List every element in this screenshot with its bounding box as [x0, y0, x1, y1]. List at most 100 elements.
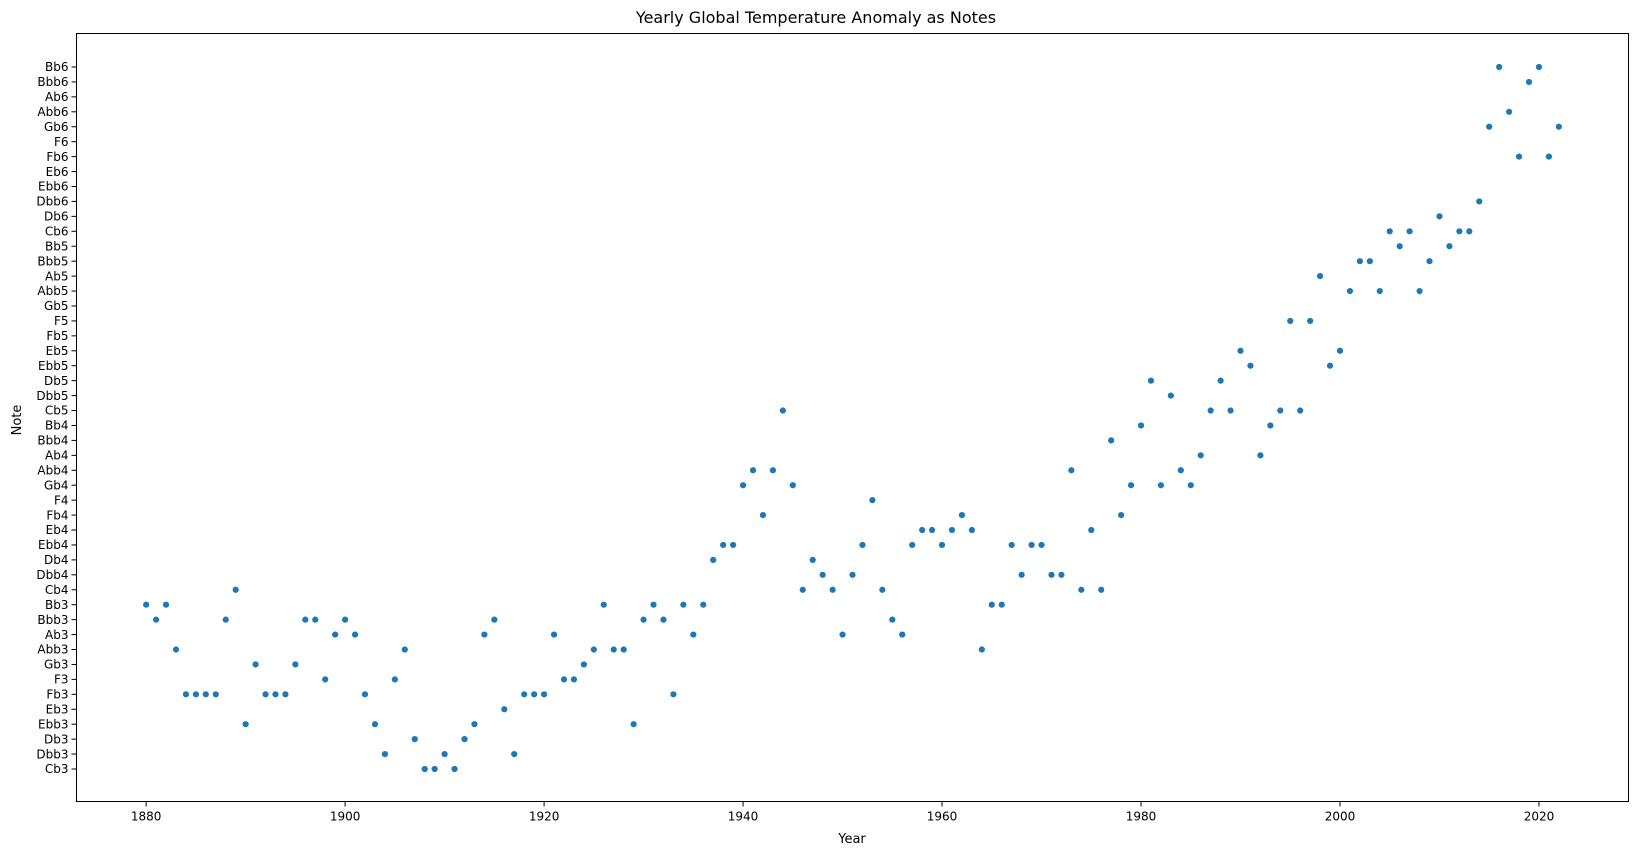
- data-point: [919, 526, 926, 534]
- data-point: [451, 765, 458, 773]
- x-tick-label: 1960: [927, 810, 958, 824]
- data-point: [1386, 228, 1393, 235]
- data-point: [1277, 407, 1284, 414]
- data-point: [998, 601, 1005, 608]
- data-point: [342, 616, 349, 623]
- data-point: [1118, 511, 1125, 519]
- data-point: [869, 497, 876, 504]
- y-tick-label: Dbb6: [36, 195, 68, 209]
- y-tick-label: Bb4: [45, 419, 68, 433]
- data-point: [1197, 452, 1204, 459]
- x-tick-label: 1940: [728, 810, 759, 824]
- data-point: [152, 616, 160, 623]
- x-tick-label: 2020: [1524, 810, 1555, 824]
- data-point: [1108, 437, 1115, 444]
- chart-title: Yearly Global Temperature Anomaly as Not…: [635, 8, 996, 27]
- data-point: [550, 631, 558, 638]
- data-point: [1436, 213, 1443, 220]
- data-point: [202, 691, 209, 698]
- y-tick-label: Cb3: [45, 762, 69, 776]
- data-point: [1446, 243, 1453, 250]
- data-point: [1207, 407, 1214, 414]
- data-point: [1426, 258, 1433, 265]
- data-point: [332, 631, 339, 638]
- y-tick-label: Ab3: [45, 628, 68, 642]
- data-point: [1078, 586, 1085, 593]
- data-point: [660, 616, 667, 623]
- data-point: [361, 691, 369, 698]
- y-tick-label: Gb5: [44, 299, 69, 313]
- data-point: [978, 646, 985, 653]
- data-point: [570, 676, 578, 683]
- y-tick-label: Gb6: [44, 120, 69, 134]
- data-point: [1237, 347, 1244, 354]
- data-point: [968, 526, 975, 534]
- data-point: [1098, 586, 1105, 593]
- data-point: [899, 631, 906, 638]
- y-tick-label: Cb4: [45, 583, 69, 597]
- x-axis: 1880 1900 1920 1940 1960 1980 2000 2020: [131, 801, 1555, 824]
- data-point: [172, 646, 180, 653]
- data-point: [1048, 571, 1055, 578]
- data-point: [640, 616, 647, 623]
- data-point: [779, 407, 786, 414]
- data-point: [1506, 108, 1513, 115]
- y-tick-label: Ab5: [45, 269, 68, 283]
- data-point: [143, 601, 150, 608]
- data-point: [1227, 407, 1234, 414]
- y-tick-label: Gb3: [44, 658, 69, 672]
- data-point: [1346, 287, 1354, 295]
- x-axis-label: Year: [837, 832, 866, 847]
- data-point: [1535, 63, 1543, 71]
- y-tick-label: F3: [54, 673, 69, 687]
- data-point: [1147, 377, 1155, 384]
- data-point: [730, 541, 737, 549]
- data-point: [938, 541, 946, 549]
- y-tick-label: Db6: [44, 210, 69, 224]
- data-point: [799, 586, 806, 593]
- data-point: [1127, 482, 1135, 489]
- data-point: [1456, 228, 1463, 235]
- data-point: [739, 482, 747, 489]
- data-point: [481, 631, 488, 638]
- data-point: [620, 646, 627, 653]
- x-tick-label: 1920: [529, 810, 560, 824]
- data-point: [252, 661, 259, 668]
- y-tick-label: Abb4: [37, 463, 68, 477]
- y-tick-label: Bbb5: [37, 254, 68, 268]
- data-point: [610, 646, 617, 653]
- data-point: [1307, 317, 1314, 325]
- y-tick-label: Bb3: [45, 598, 68, 612]
- data-point: [819, 571, 826, 578]
- data-point: [381, 750, 389, 758]
- data-point: [282, 691, 289, 698]
- y-tick-label: Ebb4: [38, 538, 68, 552]
- data-point: [1366, 258, 1373, 265]
- y-tick-label: Fb6: [46, 150, 68, 164]
- data-point: [839, 631, 846, 638]
- y-tick-label: F4: [54, 493, 69, 507]
- y-tick-label: Gb4: [44, 478, 69, 492]
- data-point: [670, 691, 677, 698]
- y-tick-label: Abb3: [37, 643, 68, 657]
- data-point: [909, 541, 916, 549]
- y-tick-label: Bbb6: [37, 75, 68, 89]
- data-point: [312, 616, 319, 623]
- data-point: [351, 631, 359, 638]
- y-tick-label: Bb5: [45, 239, 68, 253]
- data-point: [431, 765, 438, 773]
- data-point: [889, 616, 896, 623]
- data-point: [1058, 571, 1065, 578]
- y-tick-label: Dbb5: [36, 389, 68, 403]
- data-point: [650, 601, 657, 608]
- y-tick-label: Ab6: [45, 90, 68, 104]
- data-point: [590, 646, 597, 653]
- y-axis: Cb3Dbb3Db3Ebb3Eb3Fb3F3Gb3Abb3Ab3Bbb3Bb3C…: [36, 60, 77, 776]
- data-point: [849, 571, 856, 578]
- y-tick-label: Db5: [44, 374, 69, 388]
- data-point: [859, 541, 866, 549]
- data-point: [560, 676, 568, 683]
- data-point: [1316, 273, 1324, 280]
- data-point: [1416, 287, 1423, 295]
- data-point: [1476, 198, 1483, 205]
